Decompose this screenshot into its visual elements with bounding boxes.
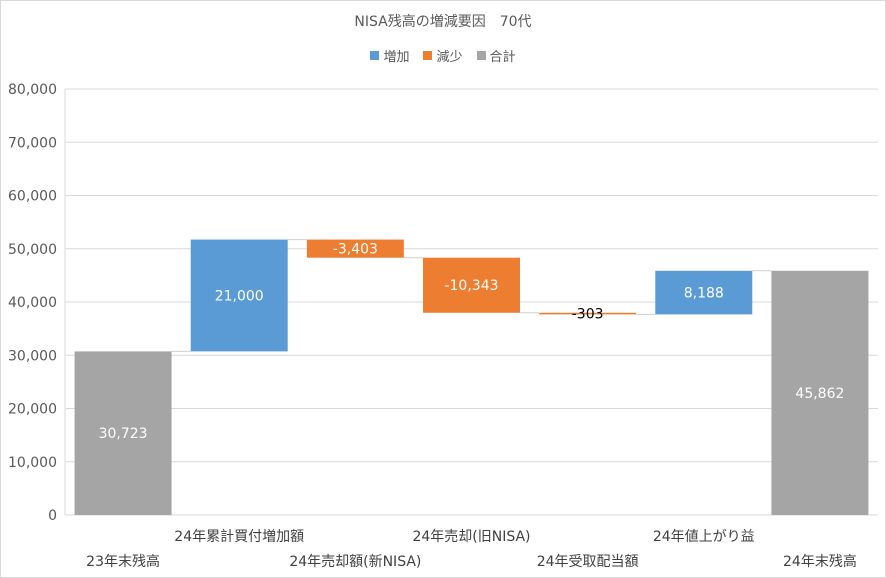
y-tick-label: 50,000 <box>8 242 57 258</box>
bar-increase <box>655 270 753 315</box>
data-label: -10,343 <box>444 278 498 294</box>
legend-item-decrease: 減少 <box>423 46 463 65</box>
legend-label-total: 合計 <box>489 50 516 65</box>
data-label: 45,862 <box>795 386 844 402</box>
legend-item-total: 合計 <box>476 46 516 65</box>
bar-total <box>771 270 869 515</box>
bar-decrease <box>539 312 637 315</box>
x-category-label: 24年累計買付増加額 <box>174 529 304 545</box>
data-label: -3,403 <box>333 242 378 258</box>
bar-total <box>74 351 172 515</box>
data-label: 21,000 <box>215 288 264 304</box>
y-tick-label: 80,000 <box>8 82 57 98</box>
legend-swatch-increase <box>370 51 380 60</box>
y-tick-label: 20,000 <box>8 402 57 418</box>
data-label: 8,188 <box>684 286 724 302</box>
bar-decrease <box>423 257 520 313</box>
legend-item-increase: 増加 <box>370 46 409 65</box>
x-category-label: 24年受取配当額 <box>537 554 639 570</box>
x-category-label: 23年末残高 <box>86 553 160 570</box>
y-tick-label: 10,000 <box>8 455 57 471</box>
chart-title: NISA残高の増減要因 70代 <box>354 14 532 30</box>
y-tick-label: 0 <box>48 508 57 524</box>
legend-label-increase: 増加 <box>383 50 410 65</box>
bar-decrease <box>306 239 404 258</box>
x-category-label: 24年値上がり益 <box>653 529 755 545</box>
x-category-label: 24年売却(旧NISA) <box>412 529 530 545</box>
bar-increase <box>190 239 288 352</box>
legend: 増加 減少 合計 <box>0 46 886 65</box>
y-tick-label: 30,000 <box>8 348 57 364</box>
y-tick-label: 60,000 <box>8 189 57 205</box>
x-category-label: 24年売却額(新NISA) <box>289 554 421 570</box>
data-label: -303 <box>572 307 604 323</box>
x-category-label: 24年末残高 <box>783 553 857 570</box>
legend-swatch-decrease <box>423 51 433 60</box>
y-tick-label: 40,000 <box>8 295 57 311</box>
legend-label-decrease: 減少 <box>436 50 463 65</box>
y-tick-label: 70,000 <box>8 135 57 151</box>
legend-swatch-total <box>476 51 486 60</box>
data-label: 30,723 <box>99 426 148 442</box>
